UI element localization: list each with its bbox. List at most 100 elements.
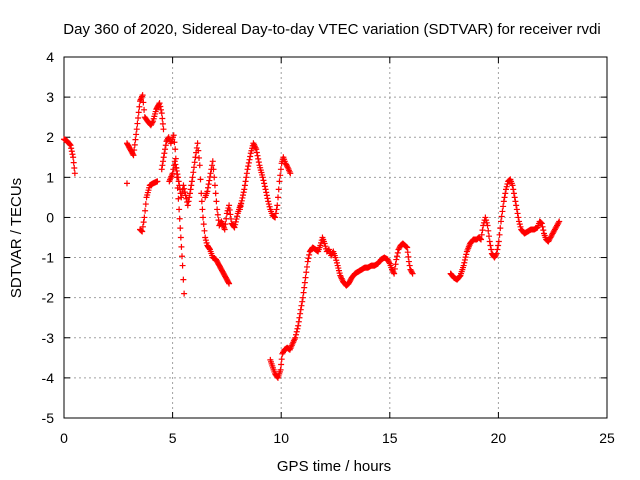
data-point-marker [295, 318, 302, 325]
data-point-marker [158, 110, 165, 117]
data-point-marker [276, 178, 283, 185]
chart-title: Day 360 of 2020, Sidereal Day-to-day VTE… [63, 21, 600, 38]
data-point-marker [200, 214, 207, 221]
data-point-marker [516, 218, 523, 225]
data-point-marker [172, 161, 179, 168]
data-point-marker [227, 211, 234, 218]
data-point-marker [211, 174, 218, 181]
data-point-marker [502, 190, 509, 197]
data-point-marker [170, 132, 177, 139]
data-point-marker [202, 237, 209, 244]
data-point-marker [511, 194, 518, 201]
data-point-marker [222, 221, 229, 228]
data-point-marker [169, 170, 176, 177]
data-point-marker [277, 172, 284, 179]
data-point-marker [333, 257, 340, 264]
y-tick-label: -1 [42, 250, 55, 266]
data-point-marker [540, 227, 547, 234]
data-point-marker [485, 233, 492, 240]
data-point-marker [226, 202, 233, 209]
data-point-marker [409, 270, 416, 277]
data-point-marker [66, 141, 73, 148]
data-point-marker [392, 261, 399, 268]
data-point-marker [273, 206, 280, 213]
data-point-marker [71, 170, 78, 177]
data-point-marker [239, 194, 246, 201]
data-point-marker [205, 184, 212, 191]
data-point-marker [305, 255, 312, 262]
x-tick-label: 5 [169, 430, 177, 446]
data-point-marker [272, 210, 279, 217]
y-tick-label: -5 [42, 410, 55, 426]
data-point-marker [538, 219, 545, 226]
data-point-marker [174, 171, 181, 178]
data-point-marker [277, 366, 284, 373]
data-point-marker [390, 269, 397, 276]
data-point-marker [171, 158, 178, 165]
data-point-marker [498, 213, 505, 220]
data-point-marker [240, 192, 247, 199]
data-point-marker [232, 218, 239, 225]
data-point-marker [190, 169, 197, 176]
data-point-marker [139, 228, 146, 235]
data-point-marker [264, 195, 271, 202]
data-point-marker [69, 151, 76, 158]
data-point-marker [509, 182, 516, 189]
data-point-marker [254, 152, 261, 159]
data-point-marker [241, 182, 248, 189]
data-point-marker [173, 164, 180, 171]
data-point-marker [131, 141, 138, 148]
data-point-marker [275, 194, 282, 201]
data-point-marker [225, 279, 232, 286]
data-point-marker [486, 238, 493, 245]
grid-lines [64, 57, 607, 418]
data-point-marker [190, 164, 197, 171]
data-point-marker [479, 227, 486, 234]
data-point-marker [178, 194, 185, 201]
data-point-marker [483, 217, 490, 224]
data-point-marker [478, 231, 485, 238]
data-point-marker [206, 177, 213, 184]
data-point-marker [255, 155, 262, 162]
data-point-marker [302, 274, 309, 281]
data-point-marker [504, 181, 511, 188]
data-point-marker [501, 194, 508, 201]
data-point-marker [177, 234, 184, 241]
data-point-marker [265, 198, 272, 205]
data-point-marker [188, 178, 195, 185]
data-point-marker [203, 239, 210, 246]
data-point-marker [177, 225, 184, 232]
data-point-marker [301, 284, 308, 291]
data-point-marker [299, 294, 306, 301]
data-point-marker [477, 235, 484, 242]
data-point-marker [180, 276, 187, 283]
data-point-marker [131, 147, 138, 154]
data-point-marker [260, 177, 267, 184]
data-point-marker [393, 256, 400, 263]
data-point-marker [178, 243, 185, 250]
data-point-marker [494, 246, 501, 253]
data-point-marker [500, 198, 507, 205]
data-point-marker [295, 322, 302, 329]
data-point-marker [493, 250, 500, 257]
plot-frame [63, 56, 608, 419]
data-point-marker [154, 178, 161, 185]
data-point-marker [68, 145, 75, 152]
y-tick-label: -4 [42, 370, 55, 386]
data-point-marker [162, 142, 169, 149]
data-point-marker [175, 178, 182, 185]
data-point-marker [255, 159, 262, 166]
data-point-marker [299, 298, 306, 305]
y-tick-label: 3 [46, 89, 54, 105]
data-point-marker [394, 253, 401, 260]
data-point-marker [556, 218, 563, 225]
data-point-marker [500, 203, 507, 210]
data-point-marker [517, 223, 524, 230]
data-point-marker [278, 361, 285, 368]
data-point-marker [141, 106, 148, 113]
data-point-marker [485, 227, 492, 234]
data-point-marker [484, 222, 491, 229]
data-point-marker [294, 325, 301, 332]
data-point-marker [405, 258, 412, 265]
y-tick-label: 4 [46, 49, 54, 65]
